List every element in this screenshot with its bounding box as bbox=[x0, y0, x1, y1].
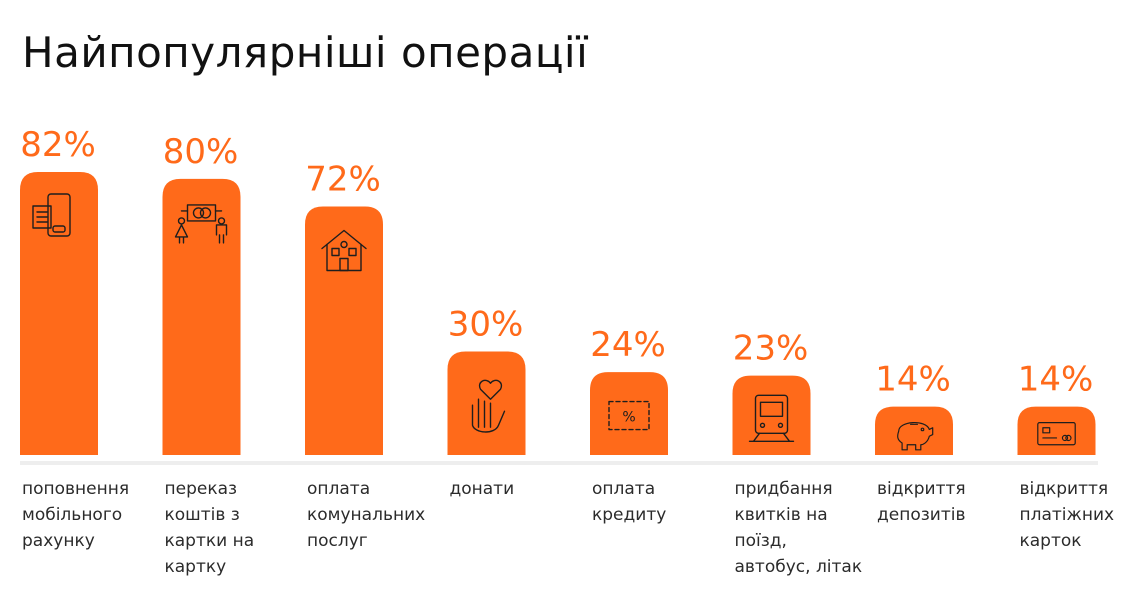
card-icon bbox=[1037, 422, 1076, 446]
train-icon bbox=[748, 394, 795, 443]
value-label-3: 72% bbox=[305, 160, 381, 200]
bar-3 bbox=[305, 206, 383, 455]
bar-5 bbox=[590, 372, 668, 455]
value-label-1: 82% bbox=[20, 125, 96, 165]
bar-7 bbox=[875, 406, 953, 455]
value-label-6: 23% bbox=[733, 329, 809, 369]
svg-text:%: % bbox=[622, 410, 635, 426]
transfer-icon bbox=[174, 204, 228, 244]
bar-1 bbox=[20, 172, 98, 455]
category-label-4: донати bbox=[449, 479, 515, 499]
donation-hand-icon bbox=[471, 379, 506, 433]
value-label-5: 24% bbox=[590, 325, 666, 365]
phone-icon bbox=[32, 193, 71, 237]
bar-6 bbox=[732, 375, 811, 455]
value-label-8: 14% bbox=[1018, 360, 1094, 400]
category-label-2: переказ коштів з картки на картку bbox=[164, 479, 255, 577]
piggy-bank-icon bbox=[897, 422, 934, 451]
chart-title: Найпопулярніші операції bbox=[22, 28, 589, 77]
bar-2 bbox=[162, 178, 241, 455]
category-label-5: оплата кредиту bbox=[592, 479, 667, 525]
value-label-4: 30% bbox=[448, 304, 524, 344]
credit-icon: % bbox=[608, 400, 650, 431]
value-label-7: 14% bbox=[875, 360, 951, 400]
value-label-2: 80% bbox=[163, 132, 239, 172]
category-label-6: придбання квитків на поїзд, автобус, літ… bbox=[734, 479, 863, 577]
category-label-7: відкриття депозитів bbox=[877, 479, 966, 525]
category-label-3: оплата комунальних послуг bbox=[307, 479, 426, 551]
house-icon bbox=[321, 229, 367, 272]
category-label-8: відкриття платіжних карток bbox=[1019, 479, 1115, 551]
bar-4 bbox=[447, 351, 526, 455]
category-label-1: поповнення мобільного рахунку bbox=[22, 479, 130, 551]
bar-8 bbox=[1017, 406, 1096, 455]
